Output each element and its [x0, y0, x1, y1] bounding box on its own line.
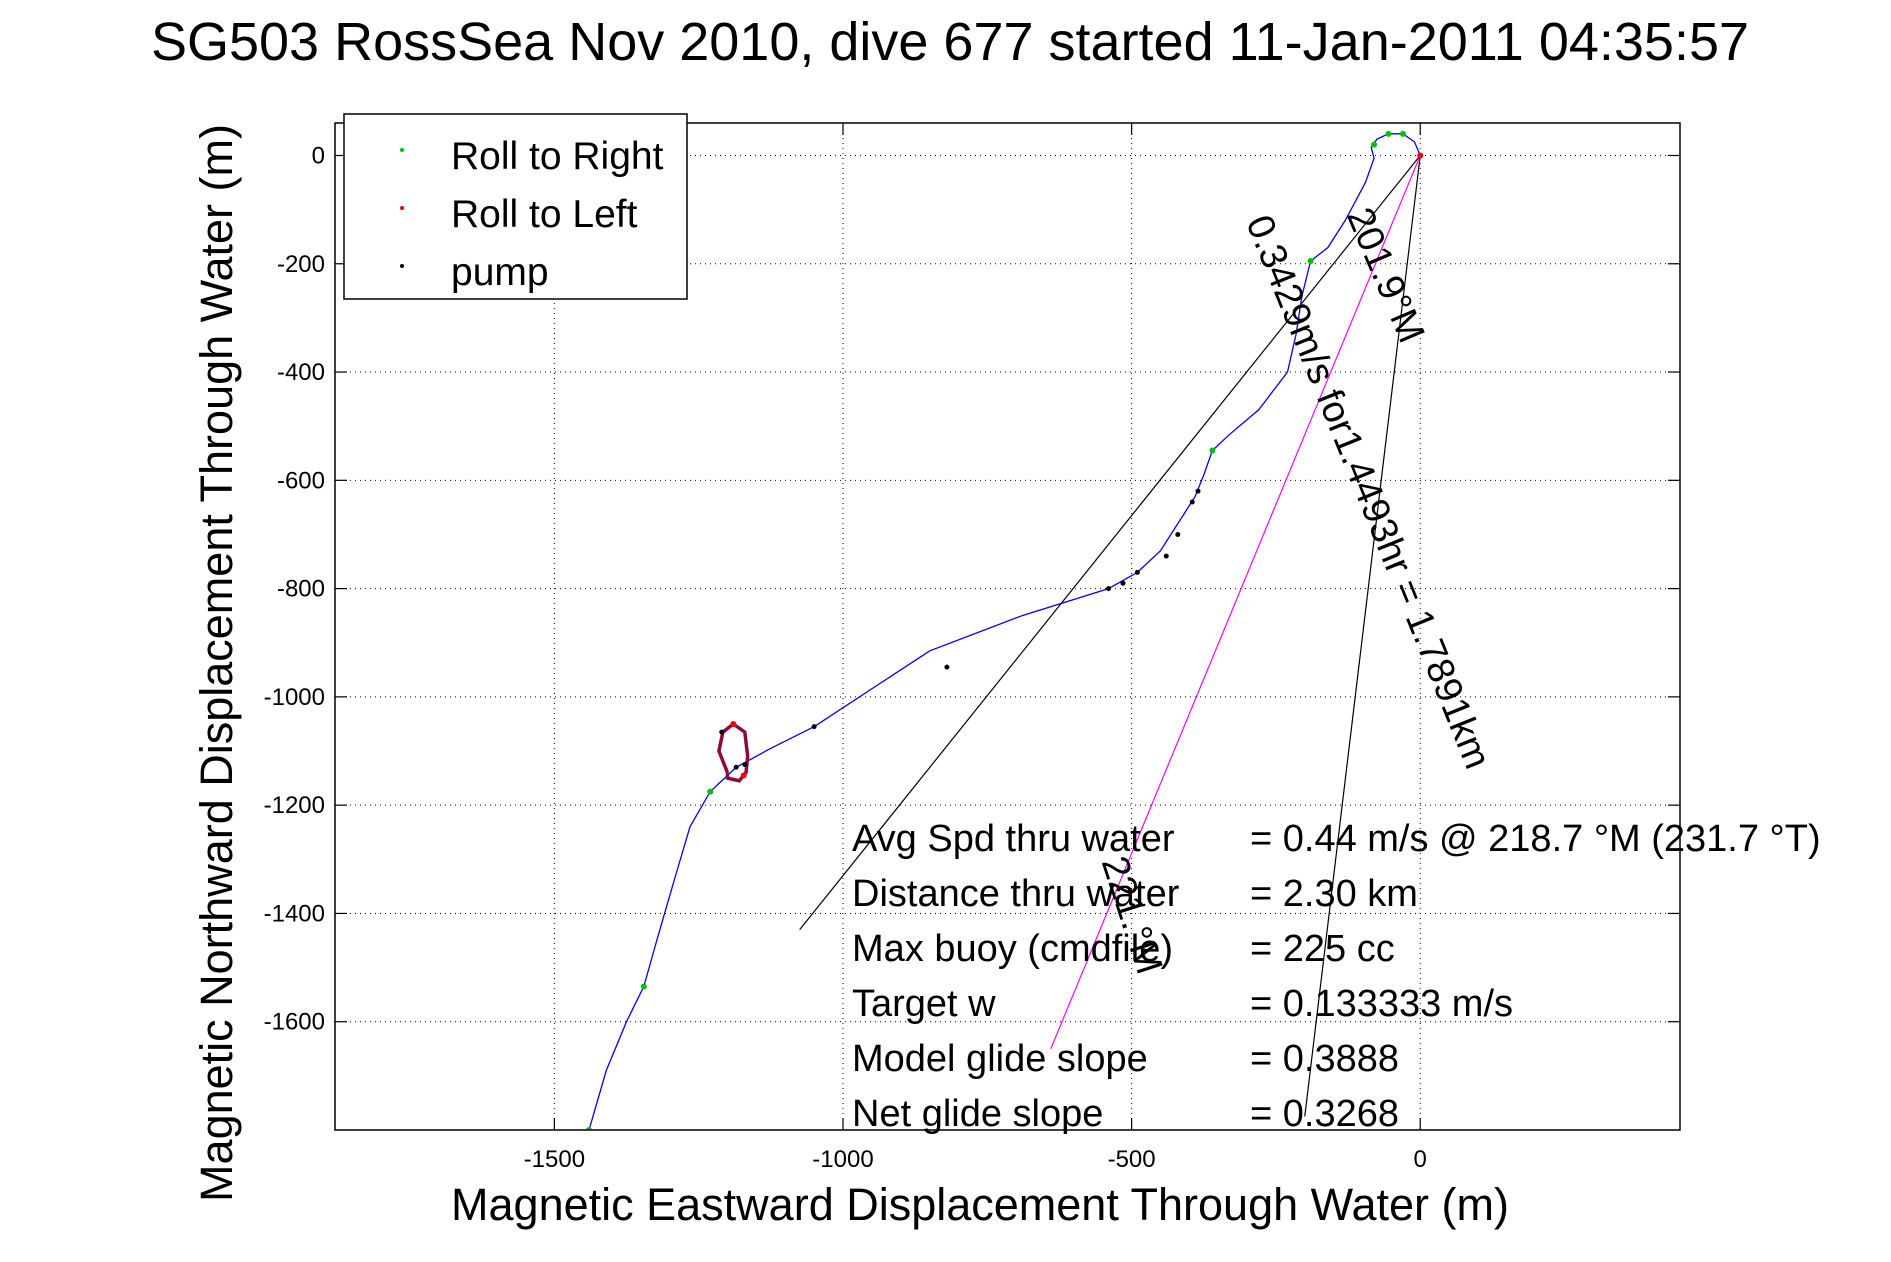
y-tick-label-5: -1000 — [264, 684, 325, 711]
pump-point-7 — [1189, 499, 1195, 505]
roll-left-point-1 — [740, 772, 747, 779]
roll-right-point-3 — [1307, 258, 1314, 265]
y-tick-label-2: -400 — [277, 359, 325, 386]
annotation-value-5: = 0.3268 — [1250, 1093, 1399, 1135]
roll-right-point-4 — [1209, 447, 1216, 454]
pump-point-5 — [1163, 553, 1169, 559]
x-tick-label-3: 0 — [1414, 1146, 1427, 1173]
legend-marker-pump — [400, 264, 404, 268]
pump-point-11 — [742, 762, 748, 768]
roll-right-point-5 — [707, 788, 714, 795]
roll-left-point-0 — [730, 720, 737, 727]
y-tick-label-6: -1200 — [264, 792, 325, 819]
roll-left-point-2 — [1417, 152, 1424, 159]
annotation-block: Avg Spd thru water = 0.44 m/s @ 218.7 °M … — [852, 818, 1821, 1135]
track-line — [588, 133, 1421, 1130]
annotation-label-2: Max buoy (cmdfile) — [852, 928, 1173, 970]
plot-frame — [334, 122, 1681, 1131]
y-tick-label-4: -800 — [277, 576, 325, 603]
annotation-label-0: Avg Spd thru water — [852, 818, 1175, 860]
y-axis-label: Magnetic Northward Displacement Through … — [191, 124, 242, 1202]
y-tick-label-3: -600 — [277, 467, 325, 494]
pump-point-4 — [1134, 569, 1140, 575]
y-tick-label-1: -200 — [277, 251, 325, 278]
y-tick-label-8: -1600 — [264, 1009, 325, 1036]
reference-line-0 — [799, 155, 1421, 931]
plot-content — [585, 130, 1424, 1130]
roll-right-point-6 — [640, 983, 647, 990]
pump-point-8 — [1195, 488, 1201, 494]
reference-line-2 — [1304, 155, 1421, 1117]
x-tick-label-1: -1000 — [812, 1146, 873, 1173]
pump-point-3 — [1120, 580, 1126, 586]
legend-label-roll-right: Roll to Right — [451, 135, 664, 178]
pump-point-10 — [733, 764, 739, 770]
legend-label-pump: pump — [451, 251, 549, 294]
legend-label-roll-left: Roll to Left — [451, 193, 638, 236]
loop-line — [717, 721, 750, 783]
pump-point-0 — [811, 724, 817, 730]
x-tick-label-2: -500 — [1108, 1146, 1156, 1173]
annotation-value-3: = 0.133333 m/s — [1250, 983, 1513, 1025]
roll-right-point-0 — [1399, 130, 1406, 137]
legend-marker-roll-right — [400, 148, 404, 152]
y-tick-label-0: 0 — [312, 142, 325, 169]
legend-marker-roll-left — [400, 206, 404, 210]
annotation-value-0: = 0.44 m/s @ 218.7 °M (231.7 °T) — [1250, 818, 1821, 860]
annotation-label-5: Net glide slope — [852, 1093, 1103, 1135]
annotation-label-3: Target w — [852, 983, 996, 1025]
x-axis-label: Magnetic Eastward Displacement Through W… — [451, 1179, 1509, 1230]
pump-point-1 — [944, 664, 950, 670]
roll-right-point-2 — [1371, 141, 1378, 148]
reference-line-1 — [1050, 155, 1421, 1050]
roll-right-point-1 — [1385, 130, 1392, 137]
pump-point-6 — [1175, 531, 1181, 537]
tick-layer: -1500 -1000 -500 0 0 -200 -400 -600 -800 -1000 -12… — [264, 123, 1680, 1173]
y-tick-label-7: -1400 — [264, 900, 325, 927]
pump-point-2 — [1106, 586, 1112, 592]
pump-point-9 — [719, 729, 725, 735]
annotation-value-2: = 225 cc — [1250, 928, 1395, 970]
chart-title: SG503 RossSea Nov 2010, dive 677 started… — [151, 12, 1749, 72]
x-tick-label-0: -1500 — [524, 1146, 585, 1173]
annotation-label-4: Model glide slope — [852, 1038, 1148, 1080]
annotation-label-1: Distance thru water — [852, 873, 1180, 915]
annotation-value-1: = 2.30 km — [1250, 873, 1418, 915]
grid-layer — [335, 123, 1680, 1130]
annotation-value-4: = 0.3888 — [1250, 1038, 1399, 1080]
plot-layer — [585, 130, 1424, 1130]
legend: Roll to Right Roll to Left pump — [343, 113, 688, 300]
